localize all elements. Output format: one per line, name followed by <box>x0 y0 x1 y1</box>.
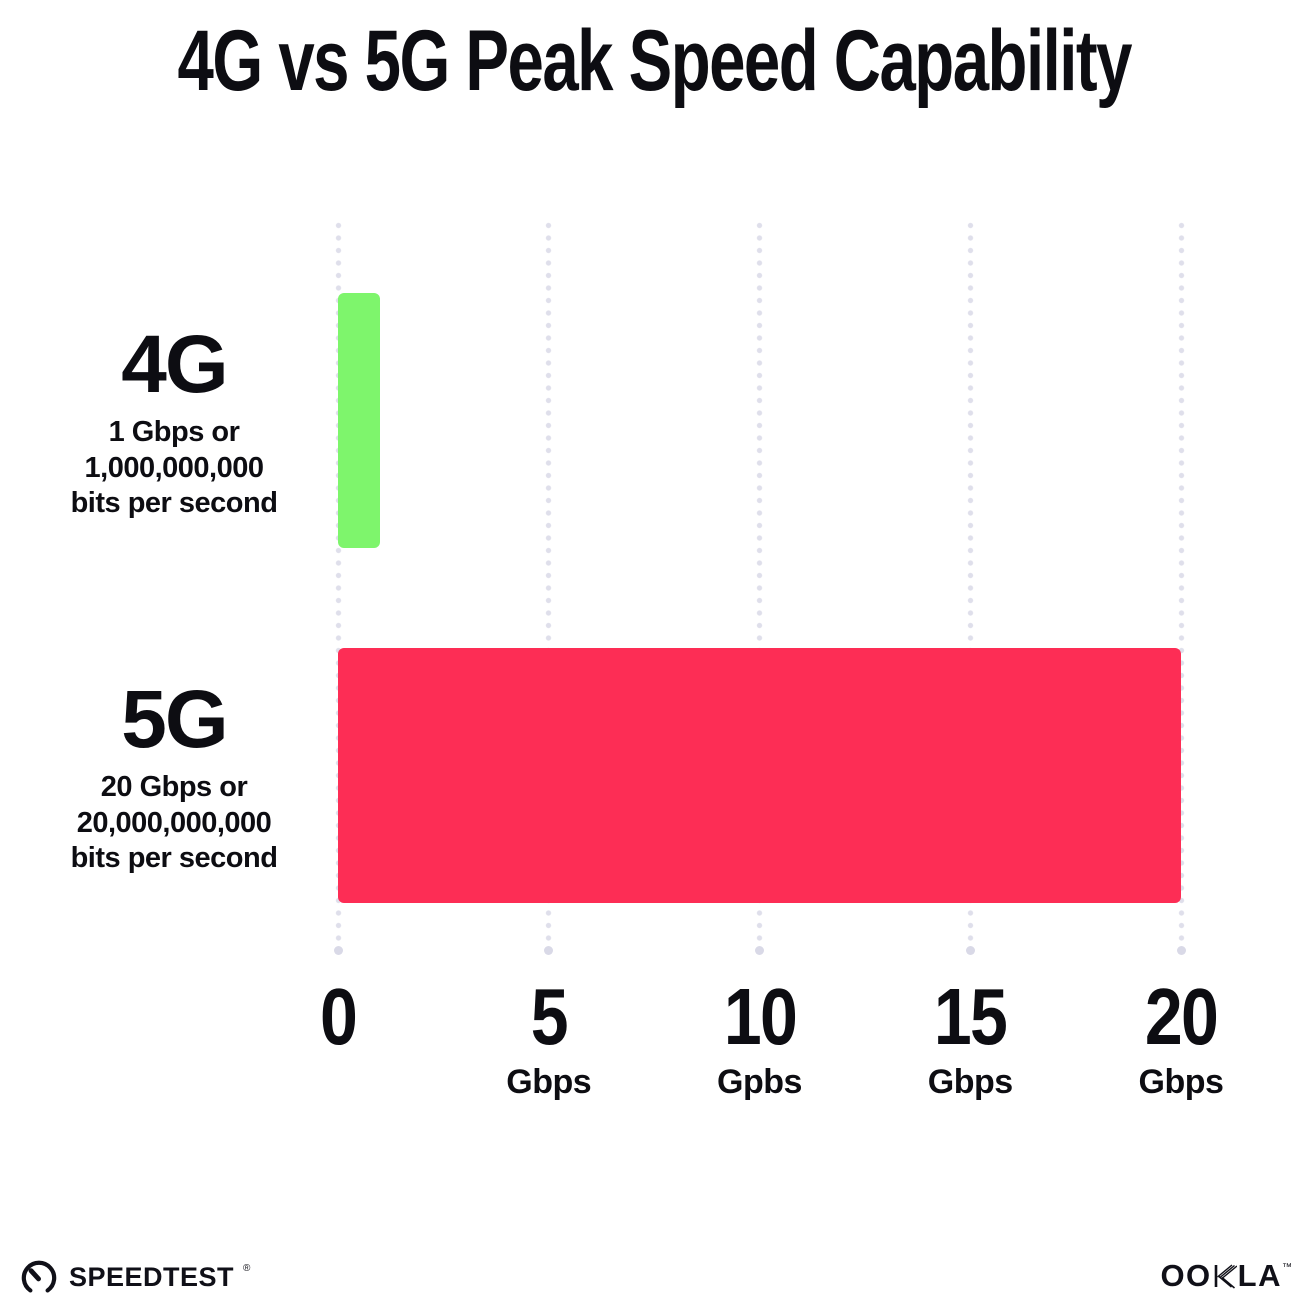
row-detail-4g-line2: 1,000,000,000 <box>84 451 264 484</box>
x-tick-5-value: 5 <box>530 972 569 1061</box>
speedtest-logo: SPEEDTEST ® <box>18 1254 250 1300</box>
x-tick-20-unit: Gbps <box>1138 1062 1224 1101</box>
row-name-4g: 4G <box>121 319 228 410</box>
row-detail-4g-line3: bits per second <box>70 487 278 520</box>
x-tick-0-value: 0 <box>319 972 358 1061</box>
x-tick-20: 20 Gbps <box>1138 972 1224 1102</box>
ookla-wordmark-oo: OO <box>1160 1258 1212 1293</box>
speedtest-registered-mark: ® <box>243 1262 251 1274</box>
row-label-5g: 5G 20 Gbps or 20,000,000,000 bits per se… <box>38 679 310 877</box>
x-tick-15-value: 15 <box>934 972 1008 1061</box>
gridline-15 <box>965 222 975 955</box>
x-tick-10-unit: Gpbs <box>717 1062 802 1101</box>
bar-4g <box>338 293 381 548</box>
x-tick-10-value: 10 <box>723 972 797 1061</box>
plot-area <box>333 222 1186 955</box>
gridline-10 <box>755 222 764 955</box>
speedtest-wordmark: SPEEDTEST <box>69 1261 235 1292</box>
row-detail-5g-line3: bits per second <box>70 842 278 875</box>
x-tick-10: 10 Gpbs <box>717 972 802 1102</box>
x-tick-15: 15 Gbps <box>927 972 1013 1102</box>
speedtest-gauge-icon <box>21 1260 57 1293</box>
x-tick-15-unit: Gbps <box>927 1062 1013 1101</box>
gridline-5 <box>544 222 554 955</box>
chart-title: 4G vs 5G Peak Speed Capability <box>0 13 1308 109</box>
row-detail-5g-line2: 20,000,000,000 <box>76 806 272 839</box>
row-name-5g: 5G <box>121 674 228 765</box>
bar-5g <box>338 648 1181 903</box>
x-axis: 0 5 Gbps 10 Gpbs 15 Gbps 20 Gbps <box>320 972 1224 1102</box>
row-label-4g: 4G 1 Gbps or 1,000,000,000 bits per seco… <box>38 324 310 522</box>
ookla-logo: OO LA ™ <box>1160 1256 1292 1296</box>
ookla-k-glyph <box>1214 1264 1237 1289</box>
ookla-wordmark-la: LA <box>1237 1258 1282 1293</box>
chart-title-text: 4G vs 5G Peak Speed Capability <box>177 13 1132 109</box>
ookla-trademark: ™ <box>1282 1261 1292 1273</box>
x-tick-20-value: 20 <box>1144 972 1219 1061</box>
x-tick-0: 0 <box>317 972 360 1063</box>
gridline-0 <box>333 222 343 955</box>
row-detail-4g-line1: 1 Gbps or <box>108 416 240 448</box>
row-detail-5g-line1: 20 Gbps or <box>100 771 248 803</box>
x-tick-5: 5 Gbps <box>506 972 592 1102</box>
gridline-20 <box>1176 222 1186 955</box>
x-tick-5-unit: Gbps <box>506 1062 592 1101</box>
